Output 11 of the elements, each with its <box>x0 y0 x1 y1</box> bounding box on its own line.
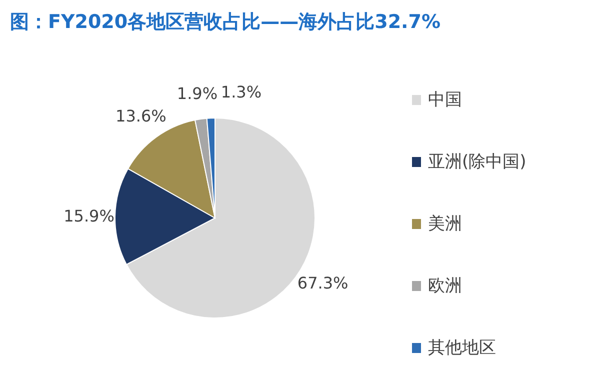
legend-label: 美洲 <box>428 214 462 234</box>
data-label: 15.9% <box>64 206 114 226</box>
legend-label: 中国 <box>428 90 462 110</box>
legend-label: 其他地区 <box>428 338 496 358</box>
data-label: 1.3% <box>220 82 262 102</box>
legend-label: 欧洲 <box>428 276 462 296</box>
data-label: 1.9% <box>176 84 218 103</box>
legend-label: 亚洲(除中国) <box>428 152 526 172</box>
chart-title: 图：FY2020各地区营收占比——海外占比32.7% <box>10 11 441 33</box>
data-label: 67.3% <box>297 274 348 293</box>
data-label: 13.6% <box>116 106 166 126</box>
